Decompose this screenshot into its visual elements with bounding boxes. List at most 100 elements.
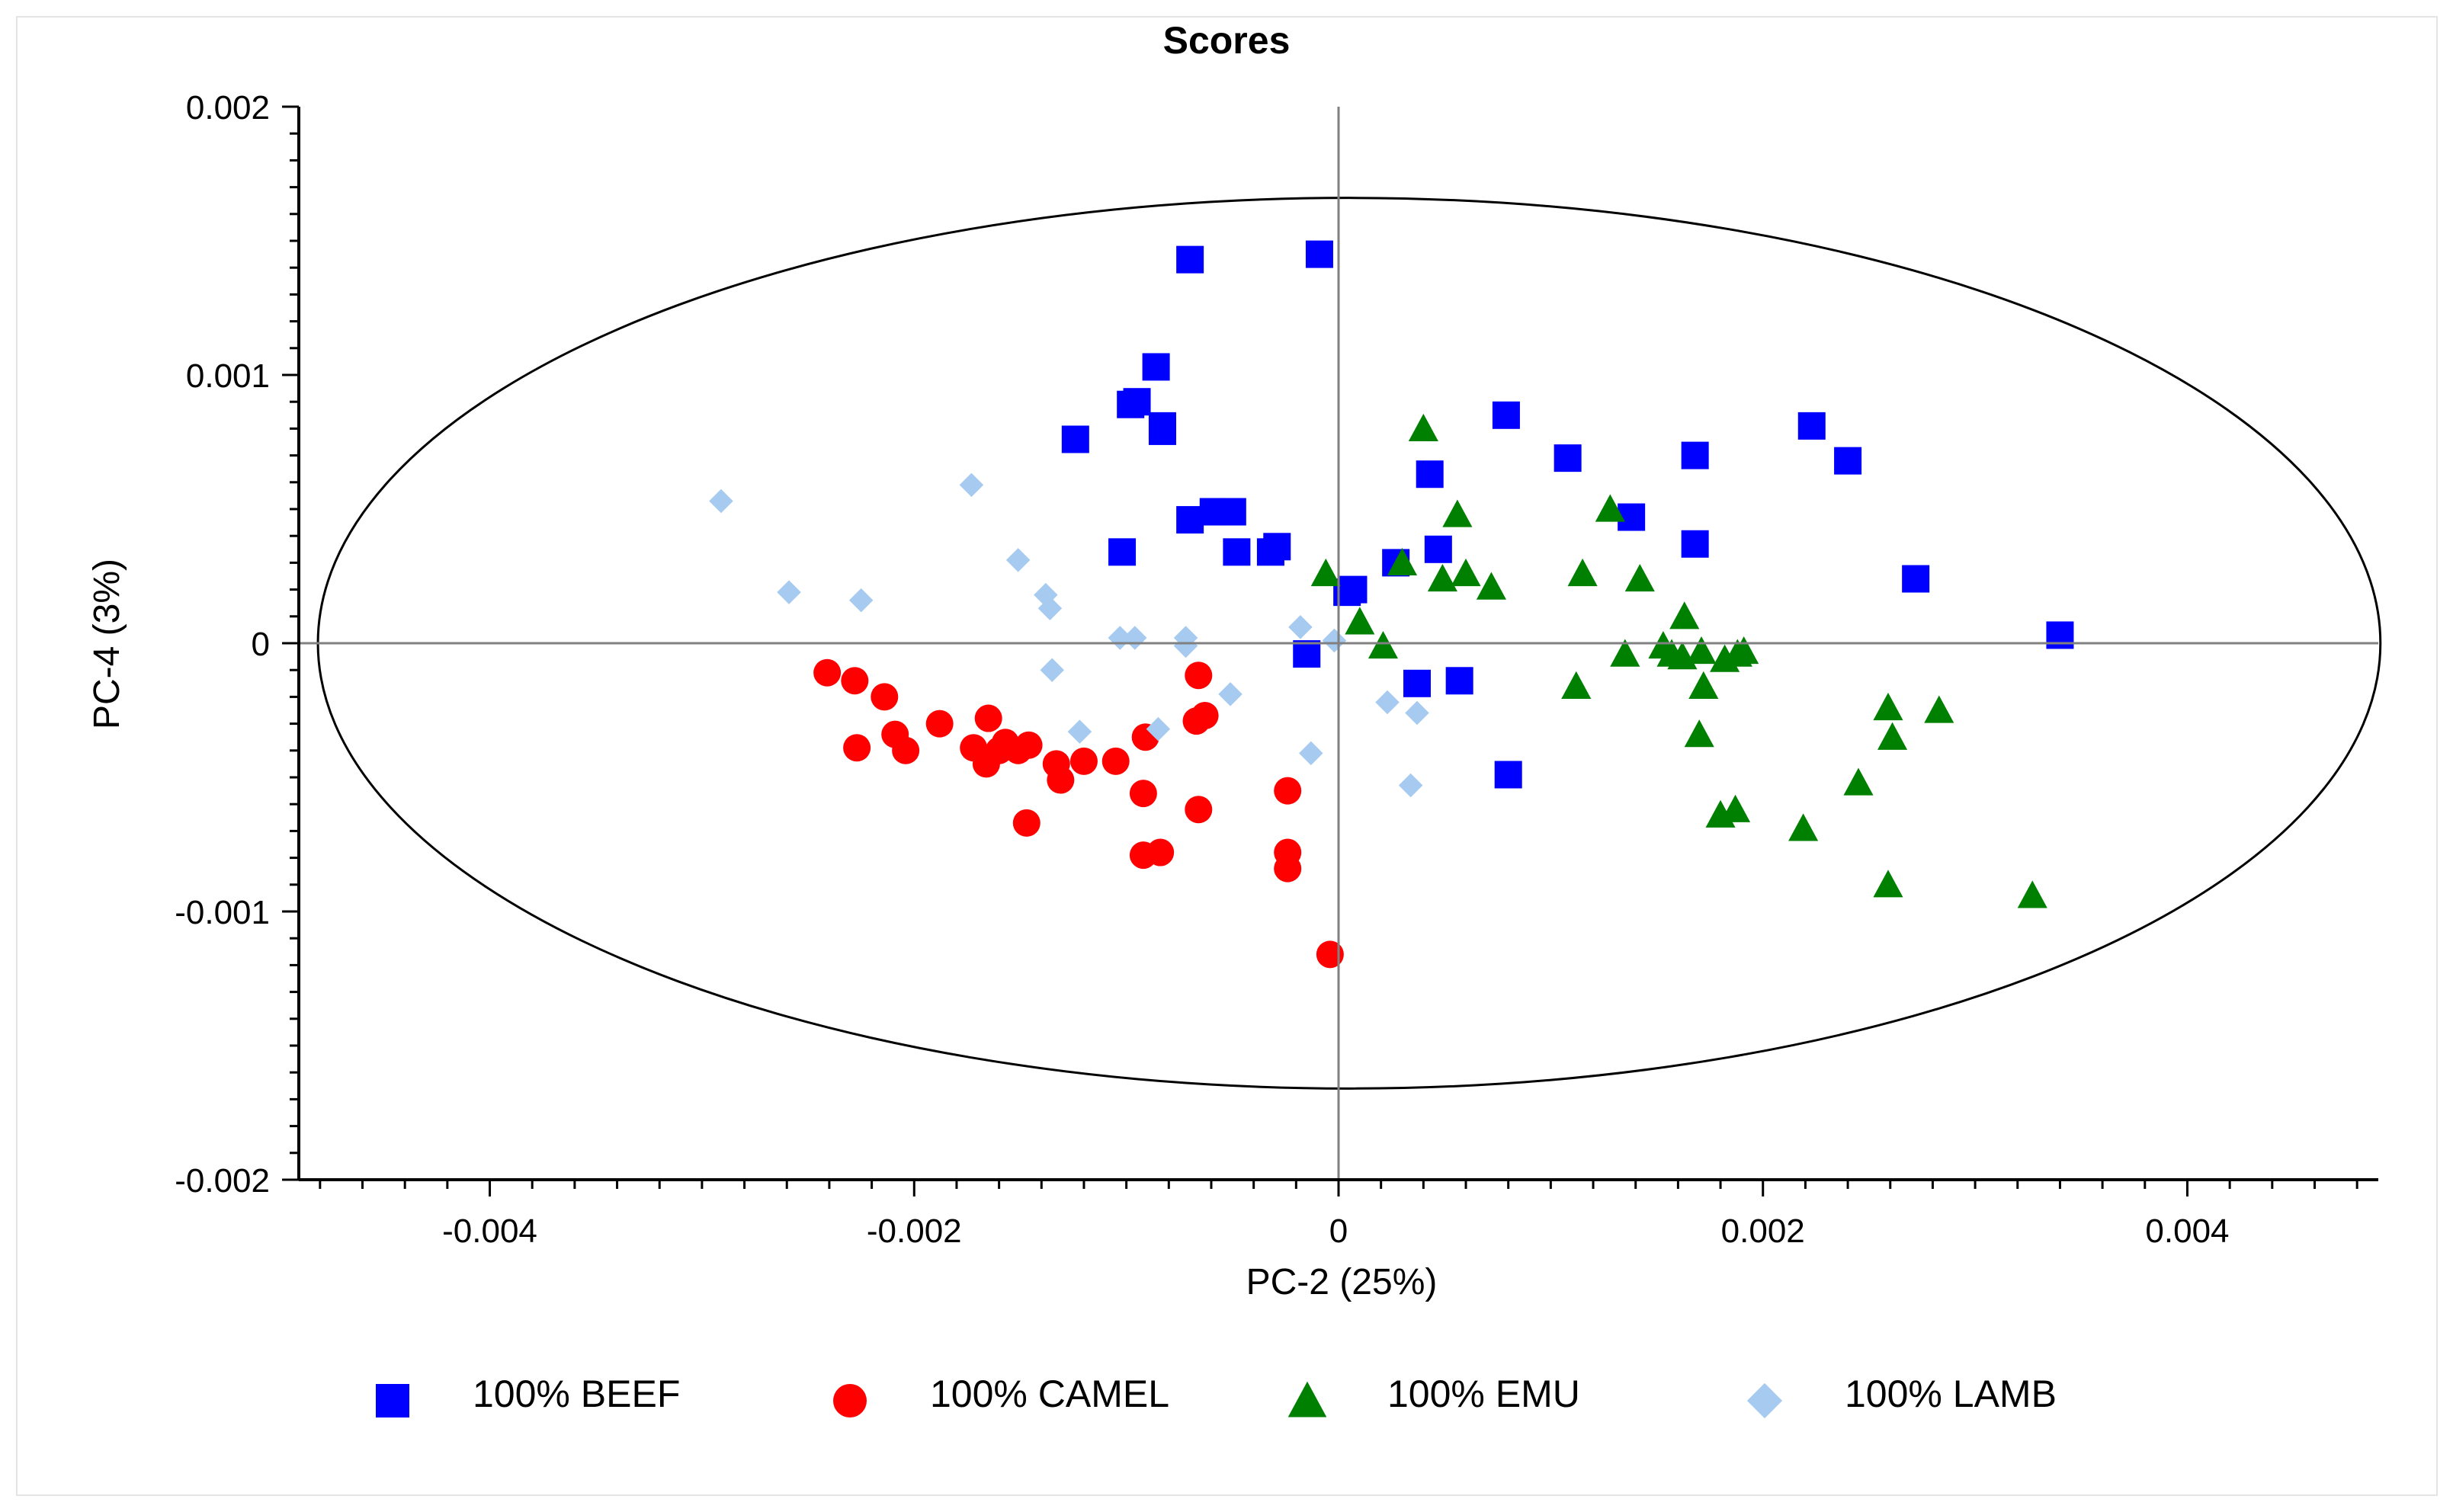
point-lamb [848,588,874,613]
legend-marker-lamb [1746,1382,1783,1419]
point-emu [1427,563,1457,592]
point-beef [1797,412,1826,440]
point-lamb [1218,682,1243,706]
point-lamb [709,489,733,514]
point-camel [1185,796,1213,824]
point-beef [1416,460,1444,489]
point-emu [1624,563,1655,592]
x-tick-label: -0.002 [867,1212,962,1250]
series-beef [1061,240,2074,789]
point-emu [1408,413,1438,442]
point-camel [1185,662,1213,690]
legend-item-camel: 100% CAMEL [833,1373,1169,1418]
series-lamb [709,472,1429,798]
point-beef [1494,761,1522,789]
point-lamb [1037,596,1063,620]
point-camel [925,710,954,738]
point-emu [1688,671,1719,699]
point-beef [1305,240,1333,268]
point-emu [1345,607,1375,635]
point-camel [1015,731,1043,759]
data-points [709,240,2074,969]
y-tick-label: -0.001 [175,894,270,931]
y-axis-label: PC-4 (3%) [87,559,127,729]
y-tick-label: 0.001 [186,357,270,395]
point-emu [1669,601,1700,629]
point-beef [1148,417,1176,445]
point-beef [1445,667,1473,695]
point-camel [1316,940,1344,969]
x-tick-label: 0 [1329,1212,1348,1250]
x-tick-label: 0.002 [1721,1212,1805,1250]
legend-item-lamb: 100% LAMB [1746,1373,2057,1419]
point-beef [1834,447,1862,475]
legend-label-lamb: 100% LAMB [1845,1373,2057,1415]
point-beef [1176,506,1204,534]
point-camel [813,658,842,687]
point-beef [1293,640,1321,668]
y-tick-label: -0.002 [175,1162,270,1200]
legend-marker-camel [833,1384,867,1418]
point-beef [1142,353,1170,381]
point-beef [1176,245,1204,274]
point-lamb [1288,615,1313,639]
point-beef [2046,621,2074,649]
point-emu [1310,558,1341,587]
point-camel [841,667,869,695]
point-emu [1877,722,1908,750]
point-emu [1684,719,1714,748]
point-emu [1595,494,1625,522]
point-lamb [1040,658,1064,682]
point-beef [1263,533,1291,561]
legend-label-camel: 100% CAMEL [930,1373,1169,1415]
point-emu [1561,671,1592,699]
point-lamb [1299,741,1323,766]
point-camel [1047,766,1075,794]
point-emu [1610,639,1640,667]
point-camel [1101,747,1130,775]
point-lamb [1375,690,1400,715]
point-lamb [1067,719,1092,744]
point-beef [1424,535,1452,563]
point-lamb [1398,773,1423,798]
axes: 0.002 0.001 0 -0.001 -0.002 -0.004 -0.002 0 0.00… [175,89,2378,1250]
point-camel [1191,702,1219,730]
point-lamb [777,580,801,604]
point-emu [1387,547,1418,576]
point-beef [1223,538,1251,566]
point-camel [1146,838,1175,867]
x-tick-label: 0.004 [2145,1212,2229,1250]
point-beef [1403,669,1431,697]
point-emu [1686,636,1717,665]
point-emu [1843,767,1874,796]
point-camel [1012,809,1041,837]
legend: 100% BEEF 100% CAMEL 100% EMU 100% LAMB [376,1373,2057,1419]
legend-label-emu: 100% EMU [1387,1373,1580,1415]
point-emu [1729,636,1759,665]
point-beef [1681,530,1709,558]
legend-marker-emu [1287,1381,1327,1418]
point-beef [1492,401,1520,429]
point-emu [1873,692,1903,721]
series-emu [1310,413,2047,908]
legend-item-emu: 100% EMU [1287,1373,1580,1418]
point-camel [1129,780,1157,808]
point-beef [1681,441,1709,469]
point-emu [1442,499,1473,527]
point-beef [1218,498,1246,526]
point-camel [1274,854,1302,883]
point-emu [1368,630,1399,659]
y-tick-label: 0 [252,626,270,663]
y-tick-label: 0.002 [186,89,270,127]
point-emu [1720,794,1751,822]
point-camel [892,736,920,764]
point-beef [1108,538,1137,566]
series-camel [813,658,1344,969]
point-lamb [1005,548,1031,572]
point-emu [1924,695,1954,723]
point-lamb [1173,633,1198,658]
point-lamb [959,472,984,498]
point-beef [1061,425,1089,453]
